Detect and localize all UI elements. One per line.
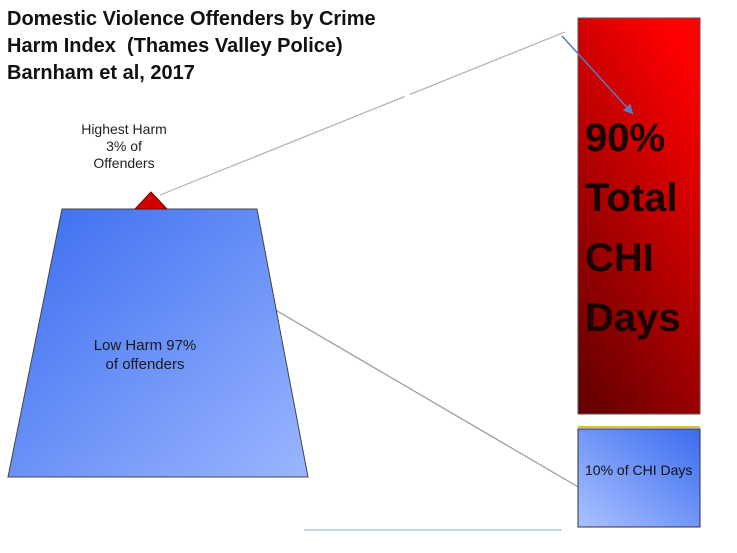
title-line-1: Domestic Violence Offenders by Crime xyxy=(7,8,376,30)
title-line-2: Harm Index (Thames Valley Police) xyxy=(7,35,343,57)
low-harm-line-2: of offenders xyxy=(105,356,185,373)
connector-line-top xyxy=(159,31,566,196)
low-harm-line-1: Low Harm 97% xyxy=(93,337,197,354)
highest-harm-line-1: Highest Harm xyxy=(81,121,167,137)
high-harm-bar-line-4: Days xyxy=(585,296,681,340)
highest-harm-line-3: Offenders xyxy=(93,155,155,171)
title-line-3: Barnham et al, 2017 xyxy=(7,62,195,84)
high-harm-bar-line-2: Total xyxy=(585,176,678,220)
high-harm-bar-line-3: CHI xyxy=(585,236,654,280)
high-harm-bar xyxy=(577,17,701,415)
highest-harm-line-2: 3% of xyxy=(106,138,142,154)
pyramid-top xyxy=(133,191,169,210)
low-harm-label: Low Harm 97% of offenders xyxy=(70,336,220,374)
pyramid-base xyxy=(7,208,309,478)
connector-line-gap xyxy=(404,93,411,99)
arrow-connector xyxy=(561,35,634,115)
high-harm-bar-line-1: 90% xyxy=(585,116,666,160)
low-harm-bar xyxy=(577,428,701,528)
low-harm-bar-label: 10% of CHI Days xyxy=(585,462,693,478)
high-harm-bar-label: 90% Total CHI Days xyxy=(585,108,697,348)
page-title: Domestic Violence Offenders by Crime Har… xyxy=(7,6,427,87)
highest-harm-label: Highest Harm 3% of Offenders xyxy=(64,121,184,172)
